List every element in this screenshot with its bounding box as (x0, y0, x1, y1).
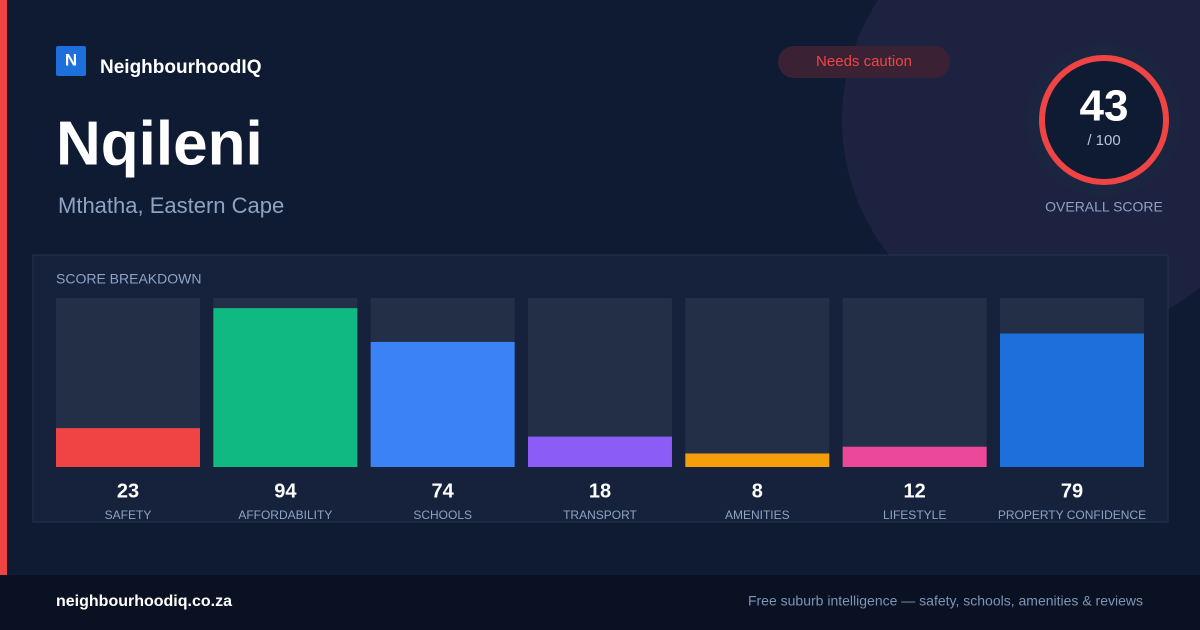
value-label: 12 (904, 480, 926, 502)
footer-tagline: Free suburb intelligence — safety, schoo… (748, 593, 1143, 609)
bar-group: 23 SAFETY 94 AFFORDABILITY 74 SCHOOLS 18 TRANSP… (56, 298, 1146, 522)
value-label: 8 (752, 480, 763, 502)
category-label: SCHOOLS (413, 508, 472, 522)
score-max: / 100 (1087, 132, 1120, 149)
bar (213, 308, 358, 467)
category-label: AMENITIES (725, 508, 790, 522)
brand-name: NeighbourhoodIQ (100, 57, 261, 78)
bar (999, 333, 1144, 467)
bar-track (842, 298, 987, 467)
score-label: OVERALL SCORE (1045, 199, 1163, 215)
breakdown-title: SCORE BREAKDOWN (56, 271, 201, 287)
value-label: 79 (1061, 480, 1083, 502)
bar (56, 428, 200, 467)
logo (56, 46, 86, 76)
suburb-title: Nqileni (56, 109, 263, 178)
location: Mthatha, Eastern Cape (58, 193, 284, 218)
bar-track (685, 298, 830, 467)
category-label: LIFESTYLE (883, 508, 946, 522)
badge (778, 46, 950, 78)
bar (685, 453, 830, 467)
category-label: AFFORDABILITY (238, 508, 332, 522)
badge-text: Needs caution (816, 53, 912, 70)
value-label: 23 (117, 480, 139, 502)
accent-strip (0, 0, 7, 575)
score-ring (1039, 55, 1169, 185)
value-label: 94 (274, 480, 297, 502)
bar (527, 436, 672, 467)
value-label: 74 (432, 480, 455, 502)
footer-site: neighbourhoodiq.co.za (56, 593, 232, 610)
score-value: 43 (1080, 82, 1129, 131)
bar (370, 341, 515, 467)
category-label: PROPERTY CONFIDENCE (998, 508, 1146, 522)
category-label: SAFETY (105, 508, 152, 522)
footer (0, 575, 1200, 630)
category-label: TRANSPORT (563, 508, 637, 522)
logo-letter: N (65, 50, 77, 69)
bar (842, 446, 987, 467)
value-label: 18 (589, 480, 611, 502)
